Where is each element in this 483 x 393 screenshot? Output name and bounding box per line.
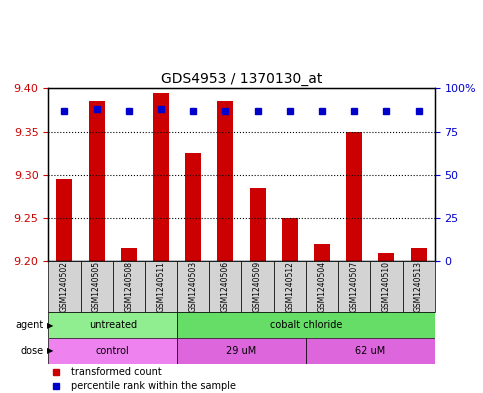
Bar bbox=[346, 132, 362, 261]
Text: control: control bbox=[96, 346, 129, 356]
Text: GSM1240512: GSM1240512 bbox=[285, 261, 294, 312]
Title: GDS4953 / 1370130_at: GDS4953 / 1370130_at bbox=[161, 72, 322, 86]
Text: GSM1240511: GSM1240511 bbox=[156, 261, 166, 312]
Bar bbox=[153, 93, 169, 261]
Text: GSM1240513: GSM1240513 bbox=[414, 261, 423, 312]
FancyBboxPatch shape bbox=[242, 261, 274, 312]
Text: GSM1240502: GSM1240502 bbox=[60, 261, 69, 312]
Text: dose: dose bbox=[20, 346, 43, 356]
Text: ▶: ▶ bbox=[47, 321, 54, 330]
Bar bbox=[57, 179, 72, 261]
Text: percentile rank within the sample: percentile rank within the sample bbox=[71, 380, 237, 391]
Bar bbox=[411, 248, 426, 261]
Text: GSM1240510: GSM1240510 bbox=[382, 261, 391, 312]
Bar bbox=[177, 312, 435, 338]
Text: GSM1240504: GSM1240504 bbox=[317, 261, 327, 312]
Bar bbox=[48, 338, 177, 364]
FancyBboxPatch shape bbox=[113, 261, 145, 312]
Bar bbox=[121, 248, 137, 261]
Text: transformed count: transformed count bbox=[71, 367, 162, 377]
FancyBboxPatch shape bbox=[306, 261, 338, 312]
Text: ▶: ▶ bbox=[47, 346, 54, 355]
FancyBboxPatch shape bbox=[370, 261, 402, 312]
Text: 62 uM: 62 uM bbox=[355, 346, 385, 356]
FancyBboxPatch shape bbox=[81, 261, 113, 312]
Bar bbox=[48, 312, 177, 338]
FancyBboxPatch shape bbox=[177, 261, 209, 312]
Text: GSM1240503: GSM1240503 bbox=[189, 261, 198, 312]
FancyBboxPatch shape bbox=[145, 261, 177, 312]
FancyBboxPatch shape bbox=[338, 261, 370, 312]
FancyBboxPatch shape bbox=[48, 261, 81, 312]
Bar bbox=[378, 253, 395, 261]
Text: GSM1240509: GSM1240509 bbox=[253, 261, 262, 312]
Text: 29 uM: 29 uM bbox=[227, 346, 256, 356]
FancyBboxPatch shape bbox=[274, 261, 306, 312]
Bar bbox=[282, 218, 298, 261]
Bar bbox=[88, 101, 105, 261]
Text: GSM1240508: GSM1240508 bbox=[124, 261, 133, 312]
Bar bbox=[314, 244, 330, 261]
Text: cobalt chloride: cobalt chloride bbox=[270, 320, 342, 330]
Bar bbox=[250, 188, 266, 261]
FancyBboxPatch shape bbox=[402, 261, 435, 312]
FancyBboxPatch shape bbox=[209, 261, 242, 312]
Text: untreated: untreated bbox=[89, 320, 137, 330]
Bar bbox=[306, 338, 435, 364]
Bar bbox=[185, 153, 201, 261]
Text: agent: agent bbox=[15, 320, 43, 330]
Text: GSM1240506: GSM1240506 bbox=[221, 261, 230, 312]
Bar bbox=[177, 338, 306, 364]
Text: GSM1240507: GSM1240507 bbox=[350, 261, 359, 312]
Text: GSM1240505: GSM1240505 bbox=[92, 261, 101, 312]
Bar bbox=[217, 101, 233, 261]
